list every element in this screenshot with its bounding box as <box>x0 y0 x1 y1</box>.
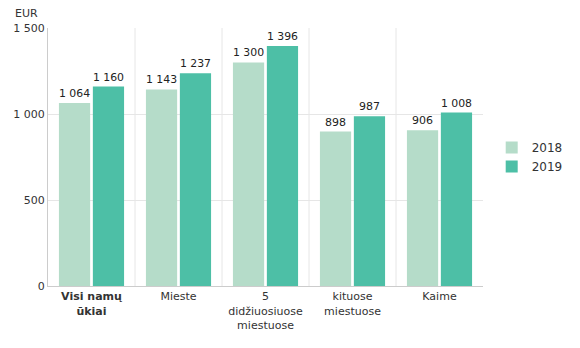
svg-text:kituosemiestuose: kituosemiestuose <box>324 290 381 317</box>
svg-text:1 500: 1 500 <box>13 22 45 35</box>
svg-text:906: 906 <box>412 114 433 127</box>
svg-text:0: 0 <box>38 280 45 293</box>
svg-text:EUR: EUR <box>15 7 38 20</box>
svg-text:2018: 2018 <box>532 141 563 155</box>
svg-text:1 300: 1 300 <box>233 46 264 59</box>
svg-text:1 064: 1 064 <box>59 87 90 100</box>
svg-text:1 143: 1 143 <box>146 73 177 86</box>
svg-text:1 008: 1 008 <box>441 97 472 110</box>
svg-text:5didžiuosiuosemiestuose: 5didžiuosiuosemiestuose <box>228 290 303 332</box>
svg-text:898: 898 <box>325 116 346 129</box>
svg-text:1 000: 1 000 <box>13 108 45 121</box>
svg-text:500: 500 <box>24 194 45 207</box>
svg-text:2019: 2019 <box>532 160 563 174</box>
svg-text:1 237: 1 237 <box>180 57 211 70</box>
svg-text:987: 987 <box>359 100 380 113</box>
svg-text:Kaime: Kaime <box>422 290 457 303</box>
svg-text:Visi namųūkiai: Visi namųūkiai <box>61 290 122 317</box>
svg-text:Mieste: Mieste <box>160 290 196 303</box>
svg-text:1 396: 1 396 <box>267 30 298 43</box>
svg-text:1 160: 1 160 <box>93 71 124 84</box>
